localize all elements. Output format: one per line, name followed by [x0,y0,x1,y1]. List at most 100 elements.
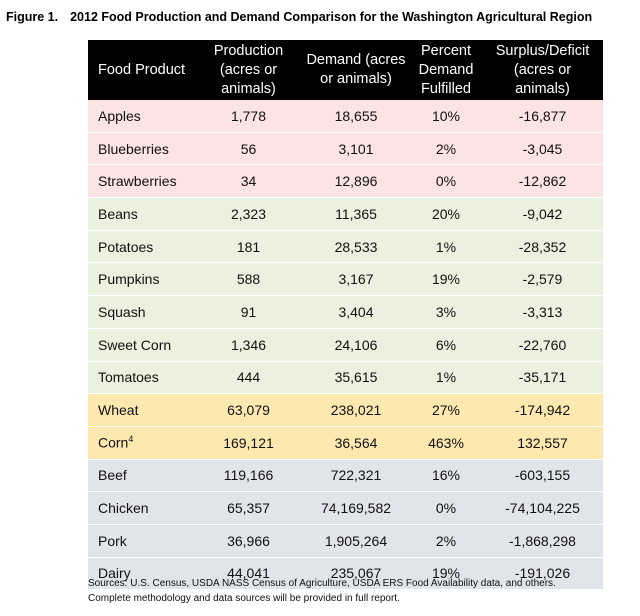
value-cell: 3,101 [302,132,410,166]
table-row: Pumpkins 588 3,167 19% -2,579 [88,262,603,297]
cell-value: 588 [236,271,261,288]
table-row: Chicken 65,357 74,169,582 0% -74,104,225 [88,491,603,525]
value-cell: 12,896 [302,164,410,199]
cell-value: 235,067 [330,565,382,582]
product-cell: Apples [88,100,195,133]
source-line: Complete methodology and data sources wi… [88,592,400,604]
product-cell: Squash [88,295,195,329]
value-cell: 10% [410,100,482,133]
table-row: Sweet Corn 1,346 24,106 6% -22,760 [88,328,603,362]
cell-value: 0% [435,173,457,190]
column-header: Surplus/Deficit (acres or animals) [482,40,603,100]
value-cell: 1,778 [195,100,302,133]
value-cell: -3,313 [482,295,603,329]
product-name: Dairy [98,565,131,582]
value-cell: 235,067 [302,557,410,591]
cell-value: 36,564 [334,434,378,451]
cell-value: -9,042 [522,205,563,222]
product-cell: Dairy [88,557,195,591]
cell-value: 27% [431,402,461,419]
product-name: Wheat [98,402,139,419]
product-cell: Tomatoes [88,361,195,395]
cell-value: 35,615 [334,369,378,386]
value-cell: -603,155 [482,459,603,493]
table-row: Pork 36,966 1,905,264 2% -1,868,298 [88,524,603,558]
product-cell: Potatoes [88,230,195,264]
sources: Sources: U.S. Census, USDA NASS Census o… [88,577,556,606]
cell-value: 36,966 [227,532,270,549]
cell-value: -16,877 [518,107,567,124]
product-cell: Pork [88,524,195,558]
value-cell: 2,323 [195,197,302,231]
cell-value: 34 [240,173,257,190]
value-cell: 3,167 [302,262,410,297]
product-cell: Corn4 [88,426,195,460]
value-cell: -1,868,298 [482,524,603,558]
cell-value: 2,323 [230,205,267,222]
product-cell: Sweet Corn [88,328,195,362]
value-cell: -174,942 [482,393,603,427]
footnote-mark: 4 [128,434,134,445]
product-cell: Wheat [88,393,195,427]
cell-value: -3,313 [522,303,563,320]
value-cell: 11,365 [302,197,410,231]
cell-value: 3,404 [338,303,374,320]
cell-value: 1,346 [230,336,267,353]
value-cell: 56 [195,132,302,166]
product-name: Pork [98,532,127,549]
cell-value: 74,169,582 [320,500,392,517]
value-cell: 44,041 [195,557,302,591]
cell-value: 16% [431,467,461,484]
value-cell: -9,042 [482,197,603,231]
value-cell: 238,021 [302,393,410,427]
product-name: Corn [98,435,129,452]
value-cell: 35,615 [302,361,410,395]
value-cell: 27% [410,393,482,427]
cell-value: 1% [435,238,457,255]
cell-value: 1,905,264 [324,532,388,549]
product-name: Beef [98,467,127,484]
figure-title: Figure 1. 2012 Food Production and Demand… [6,10,592,24]
value-cell: 19% [410,557,482,591]
value-cell: 91 [195,295,302,329]
cell-value: -12,862 [518,173,567,190]
value-cell: -74,104,225 [482,491,603,525]
value-cell: 588 [195,262,302,297]
cell-value: 3,101 [338,140,374,157]
table-row: Tomatoes 444 35,615 1% -35,171 [88,361,603,395]
product-cell: Beans [88,197,195,231]
cell-value: 10% [431,107,461,124]
product-name: Blueberries [98,140,169,157]
cell-value: 24,106 [334,336,378,353]
value-cell: 444 [195,361,302,395]
header-row: Food Product Production (acres or animals… [88,40,603,100]
product-cell: Beef [88,459,195,493]
cell-value: 28,533 [334,238,378,255]
value-cell: 6% [410,328,482,362]
cell-value: 1% [435,369,457,386]
cell-value: 56 [240,140,257,157]
value-cell: 0% [410,164,482,199]
value-cell: 463% [410,426,482,460]
value-cell: 722,321 [302,459,410,493]
cell-value: 44,041 [227,565,270,582]
cell-value: -603,155 [514,467,571,484]
table-row: Wheat 63,079 238,021 27% -174,942 [88,393,603,427]
value-cell: 1% [410,230,482,264]
product-name: Sweet Corn [98,336,172,353]
cell-value: -74,104,225 [505,500,580,517]
cell-value: 20% [431,205,461,222]
product-name: Chicken [98,500,149,517]
value-cell: -35,171 [482,361,603,395]
table-row: Potatoes 181 28,533 1% -28,352 [88,230,603,264]
cell-value: 11,365 [335,205,377,222]
value-cell: 3,404 [302,295,410,329]
value-cell: -16,877 [482,100,603,133]
product-name: Strawberries [98,173,177,190]
column-header: Production (acres or animals) [195,40,302,100]
value-cell: 36,966 [195,524,302,558]
table-row: Corn4 169,121 36,564 463% 132,557 [88,426,603,460]
cell-value: 2% [435,532,457,549]
value-cell: -22,760 [482,328,603,362]
value-cell: 36,564 [302,426,410,460]
